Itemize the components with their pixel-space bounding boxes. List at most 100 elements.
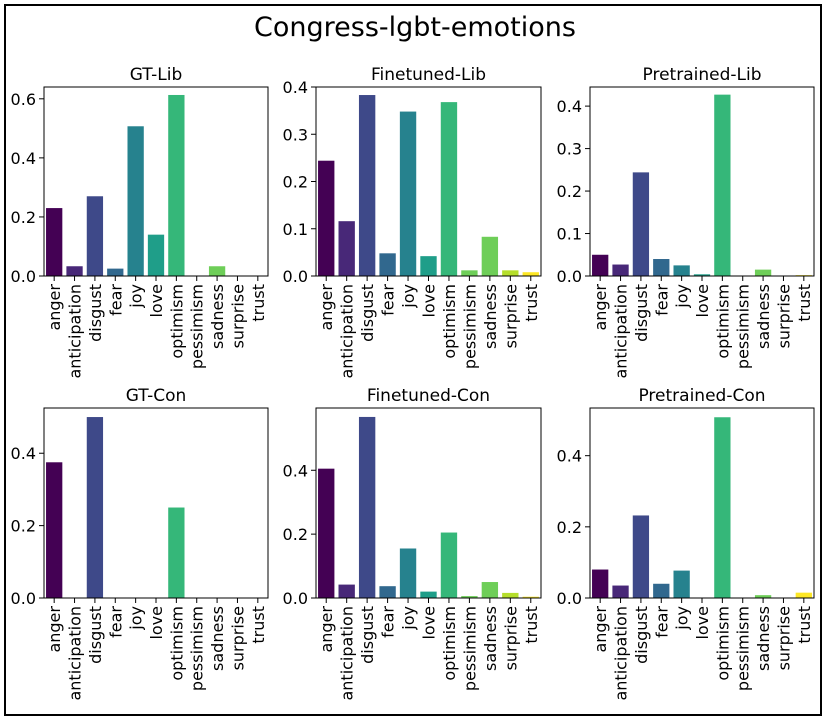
x-tick-label: sadness — [481, 284, 500, 349]
x-tick-label: pessimism — [460, 284, 479, 369]
bar-trust — [522, 596, 539, 598]
y-tick-label: 0.4 — [283, 78, 308, 97]
bar-love — [420, 256, 437, 276]
axes-frame — [315, 407, 542, 599]
y-tick-label: 0.3 — [557, 140, 582, 159]
y-tick-label: 0.2 — [283, 173, 308, 192]
bar-anticipation — [338, 584, 355, 598]
x-tick-label: joy — [127, 284, 146, 309]
x-tick-label: disgust — [358, 606, 377, 664]
x-tick-label: anticipation — [612, 606, 631, 701]
bar-love — [147, 234, 165, 276]
bar-anger — [46, 462, 63, 598]
y-tick-label: 0.0 — [283, 589, 308, 608]
bar-sadness — [481, 236, 499, 276]
x-tick-label: surprise — [228, 606, 247, 670]
x-tick-label: anger — [591, 606, 610, 653]
x-tick-label: disgust — [632, 606, 651, 664]
bar-sadness — [481, 582, 499, 598]
x-tick-label: joy — [673, 606, 692, 631]
y-tick-label: 0.0 — [11, 267, 36, 286]
x-tick-label: pessimism — [188, 284, 207, 369]
bar-anger — [318, 160, 335, 276]
bar-disgust — [632, 515, 650, 598]
bar-optimism — [168, 507, 185, 598]
x-tick-label: pessimism — [734, 606, 753, 691]
y-tick-label: 0.3 — [283, 125, 308, 144]
x-tick-label: surprise — [774, 284, 793, 348]
bar-love — [693, 274, 711, 276]
x-tick-label: sadness — [754, 284, 773, 349]
bar-pessimism — [461, 596, 478, 598]
x-tick-label: love — [693, 606, 712, 640]
x-tick-label: pessimism — [734, 284, 753, 369]
bar-anger — [46, 208, 63, 276]
x-tick-label: trust — [249, 606, 268, 644]
y-tick-label: 0.2 — [283, 525, 308, 544]
x-tick-label: sadness — [481, 606, 500, 671]
bar-anger — [592, 254, 609, 276]
x-tick-label: optimism — [440, 284, 459, 359]
x-tick-label: anticipation — [338, 284, 357, 379]
bar-disgust — [632, 172, 650, 276]
y-tick-label: 0.4 — [11, 149, 36, 168]
bar-sadness — [208, 266, 226, 276]
bar-disgust — [86, 417, 104, 598]
x-tick-label: anger — [45, 606, 64, 653]
bar-joy — [673, 570, 690, 598]
x-tick-label: anticipation — [612, 284, 631, 379]
x-tick-label: surprise — [228, 284, 247, 348]
x-tick-label: fear — [106, 606, 125, 638]
subplot-title: Finetuned-Con — [367, 386, 490, 406]
x-tick-label: trust — [249, 284, 268, 322]
bar-fear — [653, 259, 670, 276]
bar-anticipation — [612, 585, 629, 598]
x-tick-label: anger — [591, 284, 610, 331]
x-tick-label: fear — [652, 606, 671, 638]
x-tick-label: fear — [106, 284, 125, 316]
x-tick-label: love — [420, 284, 439, 318]
bar-joy — [399, 548, 417, 598]
subplot-title: GT-Lib — [130, 65, 183, 85]
subplot-title: Pretrained-Lib — [643, 65, 762, 85]
subplot-3: GT-Con 0.0 0.2 0.4 anger anticipation disgust f… — [11, 386, 269, 701]
subplot-title: GT-Con — [126, 386, 187, 406]
x-tick-label: fear — [652, 284, 671, 316]
bar-surprise — [502, 270, 519, 276]
bar-anticipation — [338, 221, 355, 276]
x-tick-label: love — [147, 606, 166, 640]
x-tick-label: surprise — [774, 606, 793, 670]
bar-optimism — [440, 102, 458, 277]
bar-anger — [318, 468, 335, 598]
y-tick-label: 0.6 — [11, 90, 36, 109]
y-tick-label: 0.4 — [557, 97, 582, 116]
y-tick-label: 0.0 — [557, 589, 582, 608]
x-tick-label: fear — [379, 606, 398, 638]
bar-optimism — [714, 94, 731, 276]
bar-disgust — [358, 416, 376, 598]
y-tick-label: 0.2 — [557, 182, 582, 201]
bar-disgust — [86, 196, 104, 276]
y-tick-label: 0.0 — [283, 267, 308, 286]
y-tick-label: 0.1 — [557, 225, 582, 244]
x-tick-label: anger — [317, 606, 336, 653]
bar-fear — [379, 253, 396, 276]
x-tick-label: optimism — [440, 606, 459, 681]
x-tick-label: trust — [522, 606, 541, 644]
bar-fear — [379, 586, 396, 598]
x-tick-label: surprise — [501, 606, 520, 670]
x-tick-label: optimism — [167, 284, 186, 359]
x-tick-label: joy — [673, 284, 692, 309]
subplot-5: Pretrained-Con 0.0 0.2 0.4 anger anticipation… — [557, 386, 815, 701]
x-tick-label: surprise — [501, 284, 520, 348]
axes-frame — [589, 86, 815, 277]
bar-trust — [522, 272, 539, 276]
x-tick-label: fear — [379, 284, 398, 316]
subplot-title: Finetuned-Lib — [371, 65, 486, 85]
x-tick-label: anticipation — [338, 606, 357, 701]
axes-frame — [589, 407, 815, 599]
y-tick-label: 0.2 — [11, 208, 36, 227]
y-tick-label: 0.0 — [557, 267, 582, 286]
x-tick-label: sadness — [208, 284, 227, 349]
